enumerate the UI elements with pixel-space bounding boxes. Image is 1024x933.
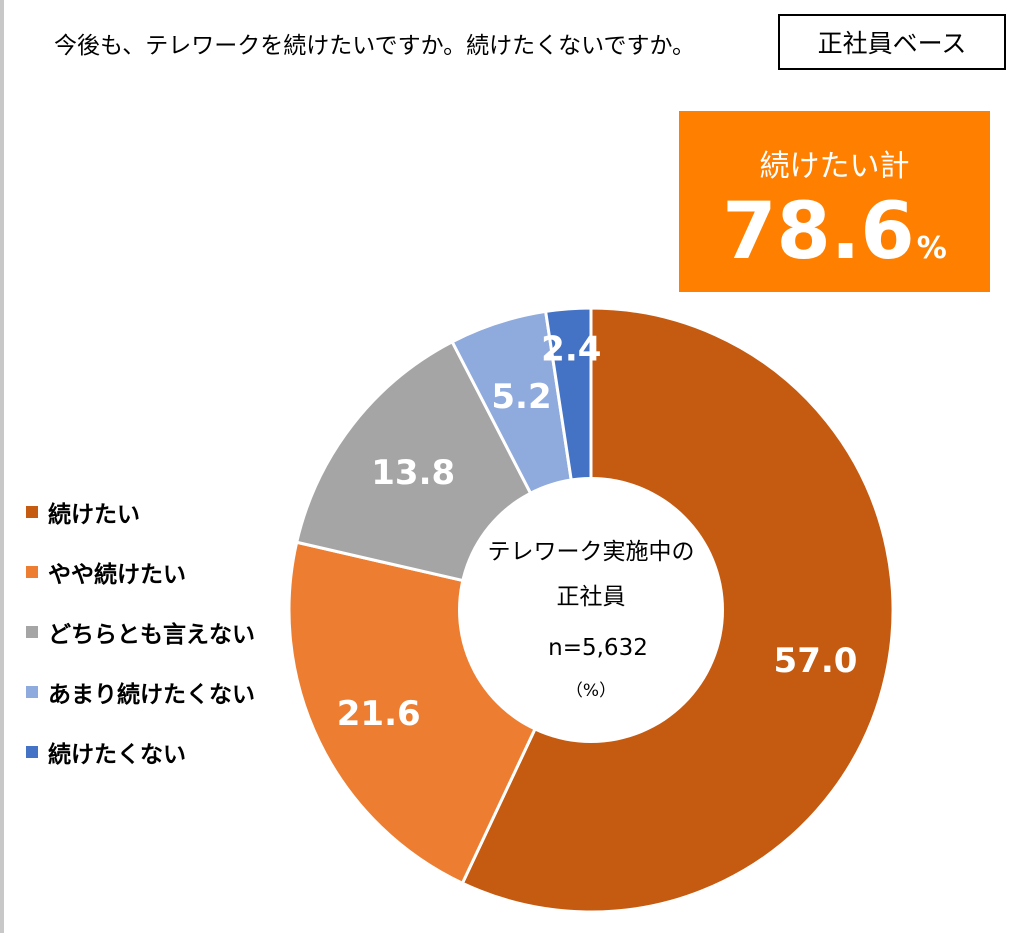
legend-item-3: どちらとも言えない xyxy=(26,602,255,662)
legend-label-2: やや続けたい xyxy=(48,562,186,588)
left-border xyxy=(0,0,4,933)
center-unit: （%） xyxy=(566,681,616,701)
summary-label: 続けたい計 xyxy=(759,149,910,184)
legend-swatch-5 xyxy=(26,746,38,758)
donut-slice-label-3: 13.8 xyxy=(371,453,455,493)
summary-number: 78.6 xyxy=(722,187,915,277)
base-label-box: 正社員ベース xyxy=(778,14,1006,70)
legend-label-5: 続けたくない xyxy=(48,742,186,768)
summary-value: 78.6% xyxy=(679,187,990,277)
summary-box: 続けたい計 78.6% xyxy=(679,111,990,292)
base-label: 正社員ベース xyxy=(817,29,967,58)
donut-slice-labels: 57.0 21.6 13.8 5.2 2.4 xyxy=(337,330,858,735)
donut-slice-label-2: 21.6 xyxy=(337,694,421,734)
legend-label-1: 続けたい xyxy=(48,502,140,528)
legend-item-5: 続けたくない xyxy=(26,722,255,782)
legend: 続けたいやや続けたいどちらとも言えない あまり続けたくない 続けたくない xyxy=(26,482,255,782)
question-title: 今後も、テレワークを続けたいですか。続けたくないですか。 xyxy=(54,33,696,59)
donut-slice-label-4: 5.2 xyxy=(491,377,551,417)
donut-hole xyxy=(458,477,724,743)
legend-item-2: やや続けたい xyxy=(26,542,255,602)
legend-item-4: あまり続けたくない xyxy=(26,662,255,722)
center-sample-size: n=5,632 xyxy=(548,635,648,661)
legend-swatch-4 xyxy=(26,686,38,698)
donut-slice-label-5: 2.4 xyxy=(541,330,601,370)
legend-item-1: 続けたい xyxy=(26,482,255,542)
legend-swatch-1 xyxy=(26,506,38,518)
legend-swatch-2 xyxy=(26,566,38,578)
legend-swatch-3 xyxy=(26,626,38,638)
center-line-2: 正社員 xyxy=(557,584,626,610)
donut-slice-label-1: 57.0 xyxy=(774,641,858,681)
legend-label-3: どちらとも言えない xyxy=(48,622,255,648)
legend-label-4: あまり続けたくない xyxy=(48,682,255,708)
center-line-1: テレワーク実施中の xyxy=(488,539,695,565)
summary-unit: % xyxy=(916,231,947,266)
